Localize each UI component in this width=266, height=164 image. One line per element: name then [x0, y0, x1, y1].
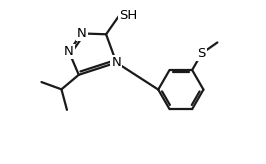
Text: S: S — [198, 47, 206, 60]
Text: N: N — [111, 56, 121, 69]
Text: N: N — [64, 45, 74, 58]
Text: N: N — [77, 27, 86, 40]
Text: SH: SH — [119, 9, 137, 22]
